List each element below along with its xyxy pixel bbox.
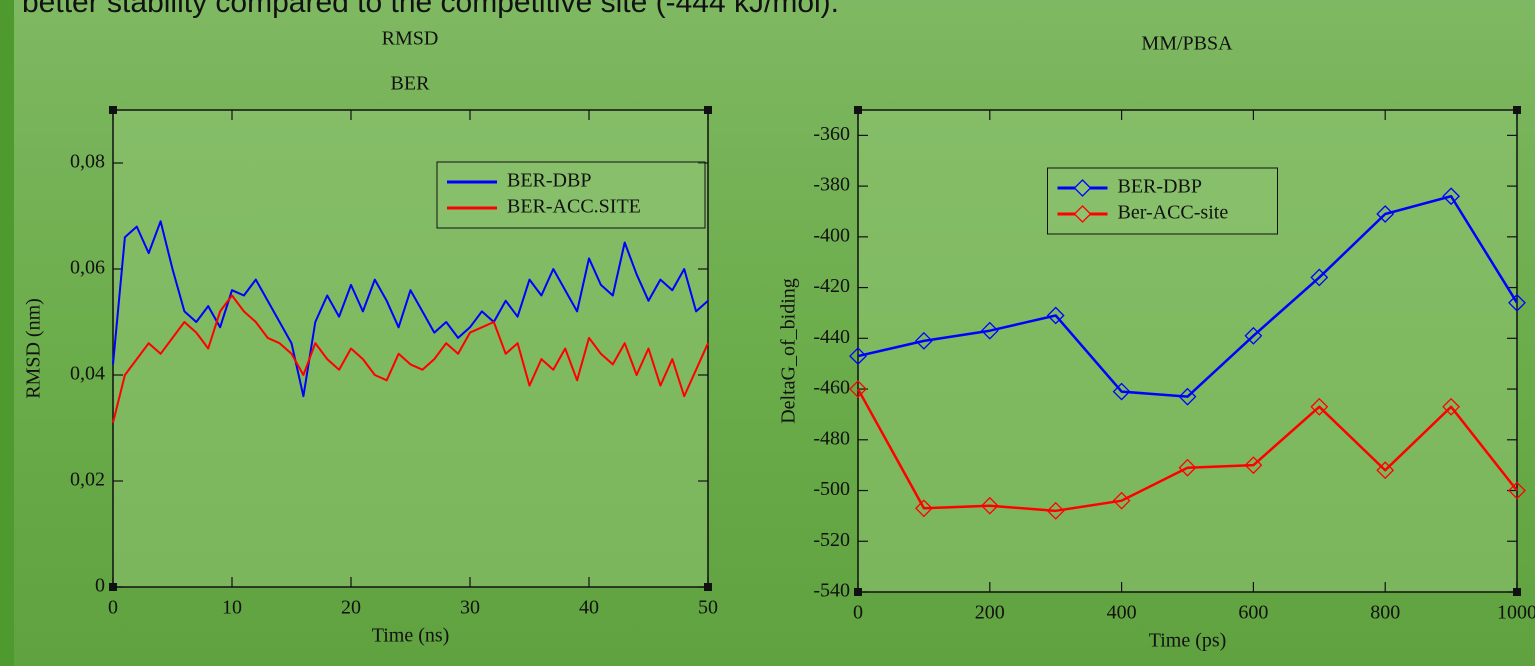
y-tick-label: -520 (813, 529, 850, 551)
caption: better stability compared to the competi… (22, 0, 839, 19)
chart-subtitle: BER (391, 73, 431, 95)
x-tick-label: 30 (460, 597, 480, 619)
y-tick-label: -460 (813, 377, 850, 399)
page: better stability compared to the competi… (0, 0, 1535, 666)
y-tick-label: -360 (813, 123, 850, 145)
legend-label: BER-DBP (1118, 176, 1202, 198)
y-tick-label: -400 (813, 224, 850, 246)
y-tick-label: 0,04 (70, 363, 105, 385)
y-tick-label: -540 (813, 580, 850, 602)
x-tick-label: 20 (341, 597, 361, 619)
legend: BER-DBP Ber-ACC-site (1048, 168, 1278, 234)
y-tick-label: -480 (813, 427, 850, 449)
legend: BER-DBP BER-ACC.SITE (437, 162, 705, 228)
slide: better stability compared to the competi… (0, 0, 1535, 666)
y-axis-label: DeltaG_of_biding (778, 278, 800, 424)
y-tick-label: -500 (813, 478, 850, 500)
legend-label: Ber-ACC-site (1118, 202, 1229, 224)
x-tick-label: 0 (853, 602, 863, 624)
y-tick-label: -440 (813, 326, 850, 348)
y-tick-label: 0,02 (70, 469, 105, 491)
x-tick-label: 40 (579, 597, 599, 619)
legend-label: BER-DBP (507, 170, 591, 192)
x-tick-label: 400 (1107, 602, 1137, 624)
y-tick-label: -420 (813, 275, 850, 297)
side-bar (0, 0, 14, 666)
y-tick-label: 0,06 (70, 257, 105, 279)
x-tick-label: 50 (698, 597, 718, 619)
chart-title: RMSD (382, 28, 439, 50)
x-axis-label: Time (ps) (1149, 630, 1227, 652)
legend-label: BER-ACC.SITE (507, 196, 641, 218)
x-axis-label: Time (ns) (372, 625, 450, 647)
chart-title: MM/PBSA (1141, 33, 1233, 55)
y-tick-label: 0,08 (70, 151, 105, 173)
x-tick-label: 1000 (1497, 602, 1535, 624)
y-tick-label: 0 (95, 575, 105, 597)
x-tick-label: 0 (108, 597, 118, 619)
y-axis-label: RMSD (nm) (23, 298, 45, 399)
x-tick-label: 10 (222, 597, 242, 619)
y-tick-label: -380 (813, 174, 850, 196)
x-tick-label: 600 (1238, 602, 1268, 624)
x-tick-label: 800 (1370, 602, 1400, 624)
x-tick-label: 200 (975, 602, 1005, 624)
